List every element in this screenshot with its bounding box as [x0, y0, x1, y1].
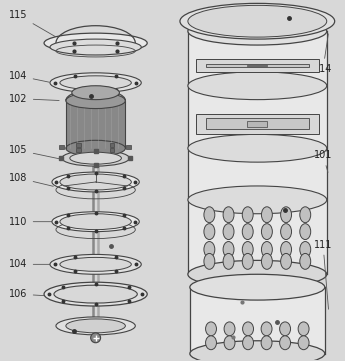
Bar	[206, 118, 309, 129]
Ellipse shape	[44, 282, 147, 306]
Text: 104: 104	[9, 259, 51, 269]
Ellipse shape	[62, 150, 129, 166]
Ellipse shape	[223, 242, 234, 257]
Bar	[247, 121, 267, 127]
Ellipse shape	[204, 207, 215, 223]
Bar	[59, 145, 64, 149]
Ellipse shape	[280, 207, 292, 223]
Ellipse shape	[50, 39, 141, 55]
Bar	[206, 64, 309, 67]
Bar	[76, 143, 81, 147]
Text: 114: 114	[314, 34, 332, 74]
Ellipse shape	[280, 224, 292, 240]
Ellipse shape	[262, 253, 272, 269]
Ellipse shape	[190, 341, 325, 361]
Ellipse shape	[261, 336, 272, 350]
Ellipse shape	[262, 207, 272, 223]
Ellipse shape	[56, 317, 135, 335]
Ellipse shape	[50, 73, 141, 93]
Ellipse shape	[44, 33, 147, 53]
Ellipse shape	[300, 242, 311, 257]
Ellipse shape	[60, 257, 131, 271]
Ellipse shape	[242, 253, 253, 269]
Ellipse shape	[204, 224, 215, 240]
Text: 108: 108	[9, 173, 53, 186]
Ellipse shape	[223, 224, 234, 240]
Ellipse shape	[300, 253, 311, 269]
Ellipse shape	[243, 336, 254, 350]
Bar	[66, 101, 125, 148]
Ellipse shape	[224, 336, 235, 350]
Bar	[109, 143, 115, 147]
Ellipse shape	[188, 260, 327, 288]
Text: 102: 102	[9, 93, 59, 104]
Ellipse shape	[206, 322, 216, 336]
Text: 111: 111	[314, 239, 332, 309]
Ellipse shape	[261, 322, 272, 336]
Text: 106: 106	[9, 289, 49, 299]
Bar	[196, 59, 319, 72]
Bar	[196, 113, 319, 134]
Ellipse shape	[66, 93, 125, 109]
Ellipse shape	[180, 3, 335, 39]
Ellipse shape	[280, 336, 290, 350]
Ellipse shape	[60, 214, 131, 230]
Text: 105: 105	[9, 145, 63, 160]
Ellipse shape	[66, 319, 125, 333]
Ellipse shape	[188, 134, 327, 162]
Ellipse shape	[52, 172, 139, 192]
Ellipse shape	[190, 274, 325, 300]
Ellipse shape	[72, 86, 119, 100]
Ellipse shape	[70, 152, 121, 164]
Ellipse shape	[300, 207, 311, 223]
Ellipse shape	[298, 336, 309, 350]
Ellipse shape	[60, 174, 131, 190]
Ellipse shape	[223, 207, 234, 223]
Text: 101: 101	[314, 150, 332, 172]
Ellipse shape	[243, 322, 254, 336]
Ellipse shape	[242, 242, 253, 257]
Ellipse shape	[188, 17, 327, 45]
Text: 104: 104	[9, 71, 49, 82]
Text: 115: 115	[9, 10, 56, 37]
Bar	[188, 31, 327, 274]
Ellipse shape	[298, 322, 309, 336]
Ellipse shape	[242, 207, 253, 223]
Text: 110: 110	[9, 217, 53, 227]
Ellipse shape	[50, 255, 141, 274]
Bar	[109, 148, 115, 152]
Ellipse shape	[188, 186, 327, 214]
Ellipse shape	[280, 253, 292, 269]
Ellipse shape	[188, 72, 327, 100]
Ellipse shape	[204, 253, 215, 269]
Ellipse shape	[54, 285, 137, 303]
Circle shape	[91, 333, 101, 343]
Ellipse shape	[66, 140, 125, 156]
Ellipse shape	[188, 5, 327, 37]
Ellipse shape	[204, 242, 215, 257]
Ellipse shape	[280, 322, 290, 336]
Ellipse shape	[60, 76, 131, 90]
Ellipse shape	[262, 242, 272, 257]
Bar	[190, 287, 325, 354]
Ellipse shape	[52, 212, 139, 232]
Ellipse shape	[300, 224, 311, 240]
Ellipse shape	[280, 242, 292, 257]
Ellipse shape	[262, 224, 272, 240]
Bar	[247, 65, 267, 66]
Ellipse shape	[223, 253, 234, 269]
Ellipse shape	[206, 336, 216, 350]
Ellipse shape	[224, 322, 235, 336]
Bar	[126, 145, 131, 149]
Bar	[76, 148, 81, 152]
Ellipse shape	[242, 224, 253, 240]
